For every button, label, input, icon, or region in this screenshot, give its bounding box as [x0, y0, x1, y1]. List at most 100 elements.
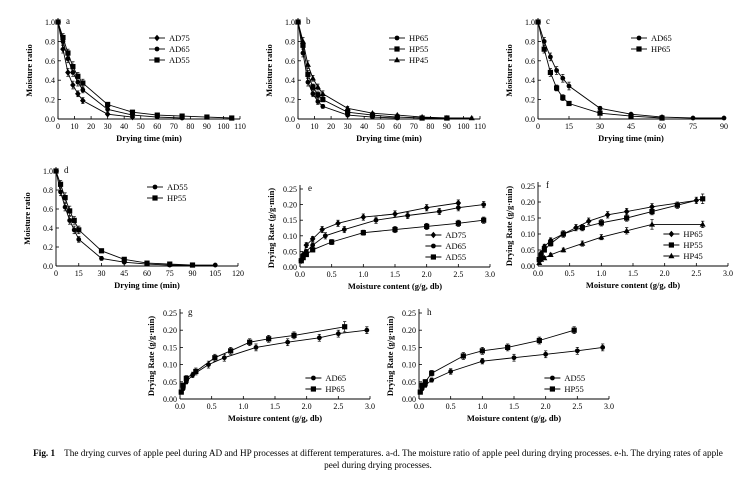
data-point [167, 261, 173, 267]
x-tick-label: 40 [360, 122, 368, 131]
panel-label: g [188, 307, 193, 317]
data-point [221, 355, 227, 361]
data-point [105, 101, 111, 108]
legend-label: AD75 [445, 230, 466, 240]
legend-marker [636, 35, 642, 41]
y-tick-label: 0.15 [163, 343, 177, 352]
data-point [674, 202, 680, 208]
series-ad75 [55, 18, 136, 121]
data-point [659, 115, 665, 121]
data-point [547, 69, 553, 76]
data-point [291, 332, 297, 338]
legend-marker [152, 184, 158, 190]
data-point [560, 246, 567, 253]
x-tick-label: 30 [596, 122, 604, 131]
series-line [180, 326, 345, 393]
data-point [560, 231, 566, 237]
y-tick-label: 0.15 [402, 343, 416, 352]
x-axis-title: Moisture content (g/g, db) [467, 413, 561, 423]
data-point [579, 225, 585, 231]
data-point [129, 109, 136, 115]
data-point [80, 80, 86, 86]
y-tick-label: 0.00 [521, 262, 535, 271]
data-point [212, 262, 218, 268]
data-point [154, 112, 160, 118]
legend-marker [152, 195, 158, 201]
x-tick-label: 2.5 [453, 270, 463, 279]
y-tick-label: 0.8 [525, 37, 535, 46]
y-axis-title: Drying Rate (g/g·min) [385, 316, 395, 396]
y-tick-label: 0.20 [521, 198, 535, 207]
data-point [560, 95, 566, 101]
data-point [316, 335, 322, 341]
data-point [298, 258, 304, 264]
data-point [429, 377, 435, 383]
x-tick-label: 120 [232, 269, 244, 278]
data-point [206, 362, 211, 367]
data-point [541, 254, 548, 261]
data-point [548, 54, 553, 60]
legend-marker [668, 242, 674, 248]
x-tick-label: 0.0 [414, 402, 424, 411]
y-axis-title: Drying Rate (g/g·min) [146, 316, 156, 396]
y-tick-label: 0.6 [43, 205, 53, 214]
x-tick-label: 0.0 [295, 270, 305, 279]
data-point [300, 251, 306, 258]
x-axis-title: Drying time (min) [116, 133, 182, 143]
legend-marker [394, 35, 400, 41]
legend-label: HP55 [409, 44, 428, 54]
x-tick-label: 10 [71, 122, 79, 131]
data-point [300, 255, 306, 261]
figure-caption: Fig. 1 The drying curves of apple peel d… [28, 447, 728, 471]
data-point [70, 64, 76, 70]
data-point [566, 100, 572, 107]
y-tick-label: 0.00 [163, 395, 177, 404]
x-tick-label: 1.5 [390, 270, 400, 279]
chart-panel-a: 0 10 20 30 40 50 60 70 80 90 100 110 0.0 0.2 0.4 0.6 0.8… [24, 16, 246, 143]
data-point [228, 348, 234, 354]
legend-marker [310, 386, 316, 392]
legend-marker [430, 254, 436, 260]
data-point [57, 181, 64, 187]
y-axis-title: Moisture ratio [22, 192, 32, 244]
x-axis-title: Drying time (min) [114, 280, 180, 290]
data-point [299, 38, 306, 44]
series-hp45 [536, 219, 706, 265]
data-point [566, 83, 572, 89]
data-point [571, 327, 577, 333]
data-point [315, 99, 321, 104]
data-point [345, 109, 351, 115]
chart-panel-b: 0 10 20 30 40 50 60 70 80 90 100 110 0.0 0.2 0.4 0.6 0.8… [264, 16, 486, 143]
data-point [189, 262, 196, 268]
data-point [229, 115, 235, 121]
data-point [314, 83, 321, 90]
x-tick-label: 105 [209, 269, 221, 278]
x-tick-label: 70 [410, 122, 418, 131]
x-tick-label: 50 [137, 122, 145, 131]
data-point [310, 91, 316, 97]
x-tick-label: 110 [234, 122, 246, 131]
y-tick-label: 0.05 [163, 378, 177, 387]
x-tick-label: 1.0 [238, 402, 248, 411]
data-point [628, 113, 634, 119]
data-point [392, 226, 398, 233]
data-point [315, 92, 321, 98]
data-point [303, 251, 309, 258]
series-ad55 [298, 216, 487, 264]
data-point [309, 235, 316, 243]
data-point [76, 237, 82, 242]
series-line [57, 21, 133, 118]
data-point [373, 217, 379, 223]
y-tick-label: 0.4 [525, 76, 535, 85]
data-point [369, 109, 376, 116]
legend-label: HP55 [167, 193, 186, 203]
data-point [310, 84, 316, 90]
x-tick-label: 2.0 [660, 269, 670, 278]
data-point [55, 19, 61, 25]
data-point [180, 382, 186, 388]
x-axis-title: Drying time (min) [598, 133, 664, 143]
y-axis-title: Drying Rate (g/g·min) [504, 186, 514, 266]
data-point [511, 355, 517, 361]
